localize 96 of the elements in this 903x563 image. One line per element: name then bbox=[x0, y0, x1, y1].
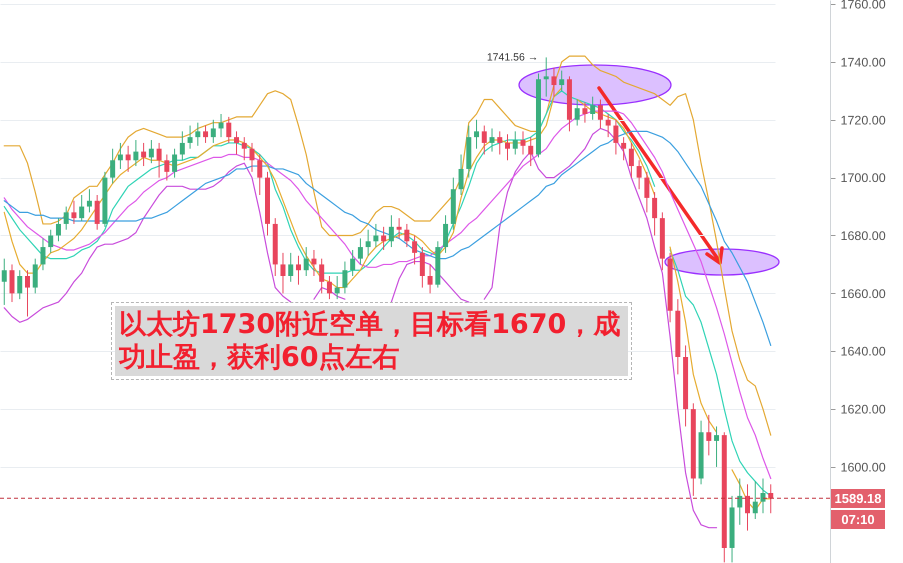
candlestick bbox=[381, 226, 386, 250]
candlestick bbox=[388, 214, 394, 248]
candlestick bbox=[582, 102, 588, 124]
ref-line-label: 1589.18 bbox=[831, 488, 885, 508]
candlestick bbox=[280, 252, 286, 294]
candlestick bbox=[79, 194, 84, 222]
candlestick bbox=[752, 480, 758, 520]
candlestick bbox=[342, 261, 348, 294]
y-tick-label: 1600.00 bbox=[840, 460, 886, 474]
candlestick bbox=[242, 136, 247, 161]
candlestick bbox=[512, 130, 518, 155]
candlestick bbox=[180, 130, 185, 161]
candlestick bbox=[94, 194, 100, 230]
candlestick bbox=[86, 188, 92, 213]
y-tick-label: 1680.00 bbox=[840, 229, 886, 243]
candlestick bbox=[288, 252, 294, 282]
candlestick bbox=[497, 130, 502, 155]
candlestick bbox=[652, 192, 658, 236]
candlestick bbox=[482, 125, 487, 155]
text: 07:10 bbox=[831, 510, 885, 529]
candlestick bbox=[250, 142, 255, 172]
candlestick bbox=[412, 235, 418, 265]
candlestick bbox=[311, 249, 316, 277]
candlestick bbox=[737, 478, 742, 526]
candlestick bbox=[141, 142, 146, 167]
candlestick bbox=[126, 145, 131, 172]
candlestick bbox=[304, 246, 309, 277]
candlestick bbox=[48, 229, 54, 254]
candlestick bbox=[195, 122, 200, 146]
candlestick bbox=[544, 56, 549, 98]
y-tick-label: 1640.00 bbox=[840, 344, 886, 359]
candlestick bbox=[56, 218, 61, 242]
candlestick bbox=[64, 206, 69, 230]
y-tick-label: 1660.00 bbox=[840, 286, 886, 301]
candlestick bbox=[17, 270, 22, 300]
candlestick bbox=[110, 148, 116, 184]
candlestick bbox=[257, 154, 262, 196]
annotation: 以太坊1730附近空单，目标看1670，成功止盈，获利60点左右 bbox=[115, 306, 628, 376]
candlestick bbox=[203, 125, 208, 144]
annotation: 1741.56 → bbox=[486, 51, 538, 64]
y-tick-label: 1700.00 bbox=[840, 171, 886, 186]
candlestick bbox=[234, 130, 240, 155]
candlestick bbox=[296, 255, 301, 286]
y-tick-label: 1620.00 bbox=[840, 402, 886, 417]
y-tick-label: 1720.00 bbox=[840, 113, 886, 128]
y-tick-label: 1760.00 bbox=[840, 0, 886, 12]
candlestick bbox=[210, 119, 216, 144]
candlestick bbox=[428, 264, 433, 294]
y-tick-label: 1740.00 bbox=[840, 55, 886, 70]
candlestick bbox=[574, 99, 580, 126]
candlestick bbox=[458, 154, 464, 196]
candlestick bbox=[714, 426, 720, 468]
candlestick bbox=[358, 238, 363, 265]
candlestick bbox=[528, 136, 534, 167]
candlestick bbox=[474, 119, 480, 150]
candlestick bbox=[636, 160, 642, 190]
candlestick bbox=[350, 249, 356, 277]
candlestick bbox=[420, 246, 425, 288]
candlestick bbox=[590, 96, 596, 120]
candlestick bbox=[443, 214, 448, 254]
candlestick bbox=[218, 113, 224, 138]
candlestick bbox=[621, 136, 626, 161]
candlestick bbox=[2, 258, 7, 306]
candlestick bbox=[24, 270, 30, 318]
candlestick bbox=[644, 171, 650, 213]
candlestick bbox=[133, 140, 138, 167]
candlestick bbox=[559, 70, 564, 92]
candlestick bbox=[505, 134, 510, 161]
candlestick bbox=[10, 264, 14, 303]
candlestick bbox=[551, 67, 556, 98]
candlestick bbox=[156, 142, 162, 178]
candlestick bbox=[326, 276, 332, 300]
candlestick bbox=[706, 414, 712, 456]
candlestick bbox=[188, 125, 193, 150]
candlestick bbox=[613, 119, 618, 155]
candlestick bbox=[760, 478, 766, 514]
candlestick bbox=[520, 130, 526, 155]
candlestick bbox=[628, 142, 634, 178]
candlestick bbox=[745, 484, 750, 532]
candlestick bbox=[404, 223, 410, 248]
candlestick bbox=[319, 258, 324, 294]
candlestick bbox=[172, 148, 178, 178]
candlestick bbox=[40, 238, 46, 271]
candlestick bbox=[768, 484, 774, 514]
candlestick bbox=[71, 200, 76, 224]
candlestick bbox=[32, 258, 38, 294]
candlestick bbox=[490, 128, 495, 152]
candlestick bbox=[148, 140, 154, 164]
candlestick bbox=[164, 154, 170, 182]
candlestick bbox=[598, 99, 603, 129]
candlestick bbox=[373, 223, 378, 248]
candlestick bbox=[118, 142, 123, 170]
candlestick bbox=[606, 113, 611, 138]
candlestick bbox=[366, 229, 371, 256]
candlestick bbox=[334, 276, 340, 300]
candlestick bbox=[226, 116, 232, 144]
